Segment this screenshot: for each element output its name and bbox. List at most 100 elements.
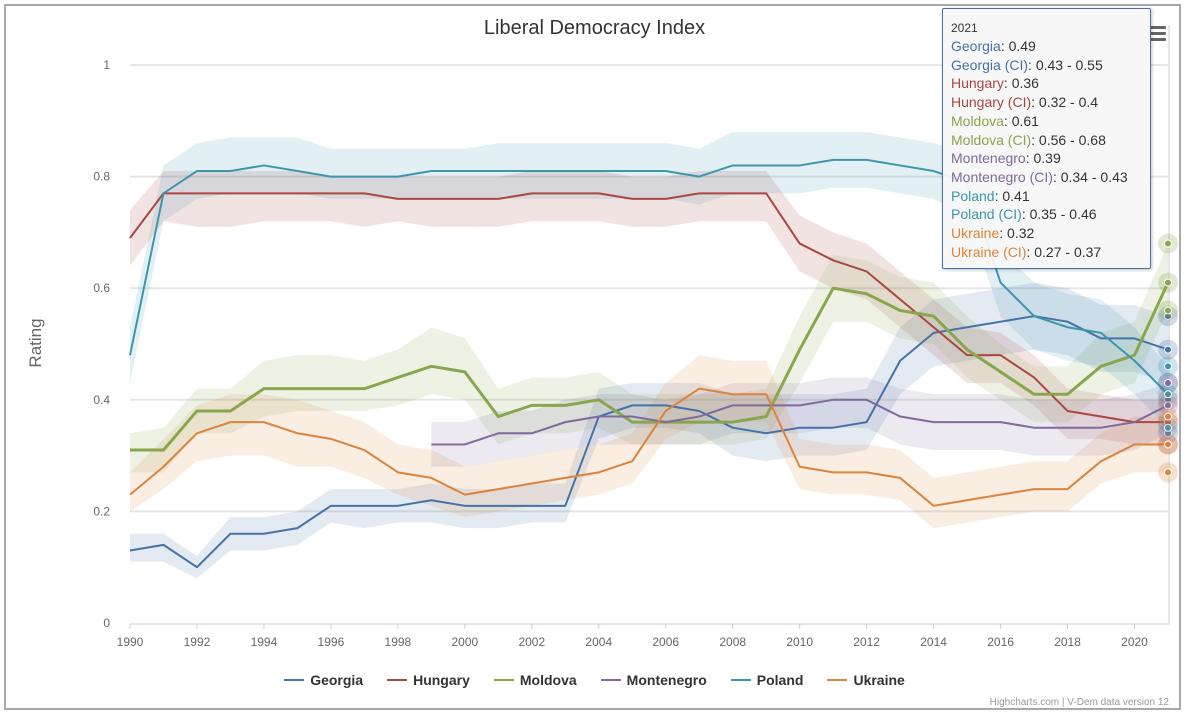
tooltip-series-label: Poland [951, 187, 995, 204]
ci-point-marker [1164, 362, 1172, 371]
tooltip-row: Moldova (CI): 0.56 - 0.68 [951, 131, 1142, 150]
data-point-marker [1164, 390, 1172, 399]
chart-title: Liberal Democracy Index [483, 17, 706, 39]
tooltip-series-label: Moldova [951, 112, 1004, 129]
tooltip: 2021 Georgia: 0.49 Georgia (CI): 0.43 - 0… [942, 8, 1151, 269]
tooltip-separator: : [1003, 112, 1012, 129]
x-tick-label: 2014 [920, 635, 947, 649]
ci-point-marker [1164, 306, 1172, 315]
legend-label: Moldova [519, 672, 577, 688]
ci-point-marker [1164, 423, 1172, 432]
tooltip-row: Montenegro: 0.39 [951, 149, 1142, 168]
tooltip-series-label: Georgia [951, 38, 1001, 54]
y-tick-label: 0 [103, 616, 110, 630]
tooltip-value: 0.43 - 0.55 [1035, 56, 1103, 73]
tooltip-separator: : [1028, 56, 1036, 73]
tooltip-row: Hungary: 0.36 [951, 74, 1142, 93]
tooltip-series-label: Montenegro [951, 150, 1026, 167]
legend-item-montenegro[interactable]: Montenegro [600, 672, 707, 688]
tooltip-series-label: Poland (CI) [951, 206, 1022, 223]
y-tick-label: 1 [103, 58, 110, 72]
legend-item-georgia[interactable]: Georgia [284, 672, 363, 688]
tooltip-series-label: Hungary (CI) [951, 94, 1032, 111]
x-tick-label: 1996 [318, 635, 345, 649]
legend-symbol [600, 679, 621, 681]
tooltip-row: Montenegro (CI): 0.34 - 0.43 [951, 168, 1142, 187]
x-tick-label: 2006 [652, 635, 679, 649]
tooltip-series-label: Moldova (CI) [951, 131, 1032, 148]
legend-symbol [284, 679, 305, 681]
legend-label: Hungary [413, 672, 470, 688]
ci-point-marker [1164, 379, 1172, 388]
tooltip-separator: : [1003, 75, 1012, 92]
tooltip-row: Ukraine: 0.32 [951, 224, 1142, 243]
ci-point-marker [1164, 239, 1172, 248]
credits-link[interactable]: Highcharts.com | V-Dem data version 12 [989, 697, 1169, 708]
ci-band-hungary [130, 171, 1168, 445]
tooltip-separator: : [1031, 94, 1039, 111]
ci-band-georgia [130, 282, 1168, 579]
tooltip-series-label: Ukraine (CI) [951, 243, 1027, 260]
x-tick-label: 1992 [184, 635, 211, 649]
legend-label: Poland [756, 672, 804, 688]
tooltip-value: 0.34 - 0.43 [1060, 168, 1128, 185]
data-point-marker [1164, 278, 1172, 287]
legend-item-hungary[interactable]: Hungary [387, 672, 470, 688]
tooltip-value: 0.36 [1011, 75, 1039, 92]
legend-symbol [387, 679, 408, 681]
y-tick-label: 0.6 [93, 281, 110, 295]
tooltip-series-label: Ukraine [951, 225, 1000, 242]
x-tick-label: 2010 [786, 635, 813, 649]
x-tick-label: 2008 [719, 635, 746, 649]
tooltip-row: Ukraine (CI): 0.27 - 0.37 [951, 243, 1142, 262]
tooltip-value: 0.56 - 0.68 [1038, 131, 1106, 148]
tooltip-value: 0.41 [1002, 187, 1030, 204]
ci-band-poland [130, 131, 1168, 428]
hamburger-menu-icon[interactable] [1148, 24, 1166, 42]
tooltip-separator: : [994, 187, 1003, 204]
legend-item-poland[interactable]: Poland [730, 672, 804, 688]
tooltip-separator: : [1026, 243, 1035, 260]
ci-band-moldova [130, 243, 1168, 473]
tooltip-value: 0.32 - 0.4 [1038, 94, 1099, 111]
tooltip-separator: : [1031, 131, 1039, 148]
data-point-marker [1164, 345, 1172, 354]
y-tick-label: 0.4 [93, 393, 110, 407]
tooltip-row: Hungary (CI): 0.32 - 0.4 [951, 93, 1142, 112]
series-line-hungary [129, 192, 1168, 424]
legend: Georgia Hungary Moldova Montenegro Poland Ukr… [0, 672, 1189, 688]
ci-band-montenegro [431, 377, 1168, 467]
legend-label: Georgia [310, 672, 364, 688]
chart-frame [4, 4, 1181, 710]
x-tick-label: 2000 [451, 635, 478, 649]
legend-item-ukraine[interactable]: Ukraine [827, 672, 905, 688]
tooltip-series-label: Montenegro (CI) [951, 168, 1053, 185]
tooltip-series-label: Hungary [951, 75, 1004, 92]
tooltip-separator: : [1052, 168, 1061, 185]
legend-label: Ukraine [853, 672, 905, 688]
legend-symbol [730, 679, 751, 681]
ci-point-marker [1164, 468, 1172, 477]
tooltip-value: 0.61 [1011, 112, 1039, 129]
tooltip-value: 0.35 - 0.46 [1029, 206, 1097, 223]
tooltip-separator: : [1025, 150, 1034, 167]
tooltip-separator: : [1000, 38, 1009, 54]
legend-item-moldova[interactable]: Moldova [493, 672, 577, 688]
x-tick-label: 1990 [117, 635, 144, 649]
tooltip-separator: : [999, 225, 1008, 242]
x-tick-label: 2012 [853, 635, 880, 649]
x-tick-label: 2004 [585, 635, 612, 649]
y-tick-label: 0.2 [93, 504, 110, 518]
tooltip-row: Moldova: 0.61 [951, 112, 1142, 131]
tooltip-separator: : [1021, 206, 1030, 223]
series-line-moldova [130, 281, 1170, 452]
legend-symbol [493, 679, 514, 681]
tooltip-series-label: Georgia (CI) [951, 56, 1029, 73]
tooltip-value: 0.39 [1033, 150, 1061, 167]
x-tick-label: 1998 [385, 635, 412, 649]
tooltip-value: 0.49 [1008, 38, 1036, 54]
legend-symbol [827, 679, 848, 681]
tooltip-row: Poland: 0.41 [951, 187, 1142, 206]
series-line-ukraine [129, 387, 1168, 507]
y-tick-label: 0.8 [93, 170, 110, 184]
